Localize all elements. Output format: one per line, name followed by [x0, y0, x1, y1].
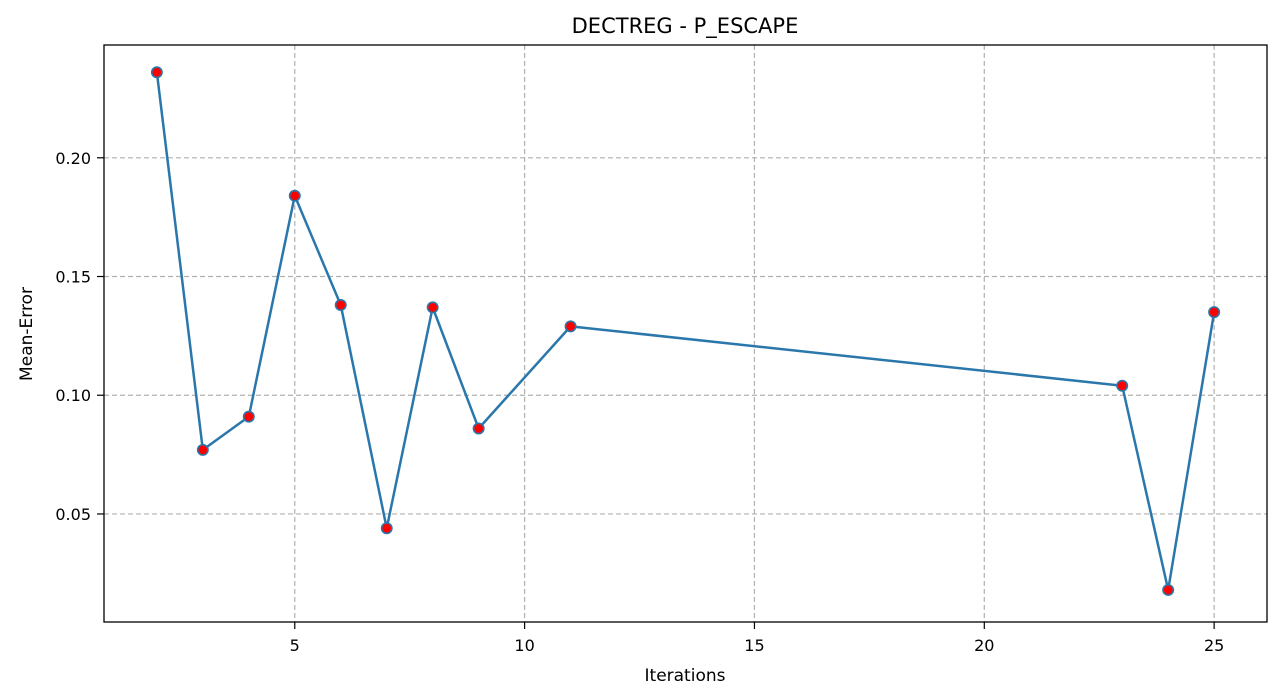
y-tick-label: 0.15: [55, 268, 91, 287]
x-tick-label: 25: [1204, 636, 1224, 655]
y-tick-label: 0.20: [55, 149, 91, 168]
data-point: [564, 320, 577, 333]
axis-ticks: 5 10 15 20 25 0.05 0.10 0.15 0.20: [55, 149, 1224, 655]
data-point: [1162, 583, 1175, 596]
data-point: [1116, 379, 1129, 392]
y-tick-label: 0.10: [55, 386, 91, 405]
series-layer: [150, 66, 1221, 596]
data-point: [334, 299, 347, 312]
data-point: [380, 522, 393, 535]
x-axis-label: Iterations: [645, 666, 726, 686]
data-point: [288, 189, 301, 202]
data-point: [242, 410, 255, 423]
series-line: [155, 71, 1216, 592]
x-tick-label: 10: [514, 636, 534, 655]
data-point: [472, 422, 485, 435]
data-point: [1208, 306, 1221, 319]
x-tick-label: 5: [290, 636, 300, 655]
y-axis-label: Mean-Error: [17, 287, 37, 381]
y-tick-label: 0.05: [55, 505, 91, 524]
data-point: [426, 301, 439, 314]
chart-title: DECTREG - P_ESCAPE: [572, 14, 799, 39]
plot-frame: [103, 44, 1268, 623]
x-tick-label: 15: [744, 636, 764, 655]
grid-lines: [104, 45, 1267, 622]
data-point: [150, 66, 163, 79]
x-tick-label: 20: [974, 636, 994, 655]
data-point: [196, 443, 209, 456]
